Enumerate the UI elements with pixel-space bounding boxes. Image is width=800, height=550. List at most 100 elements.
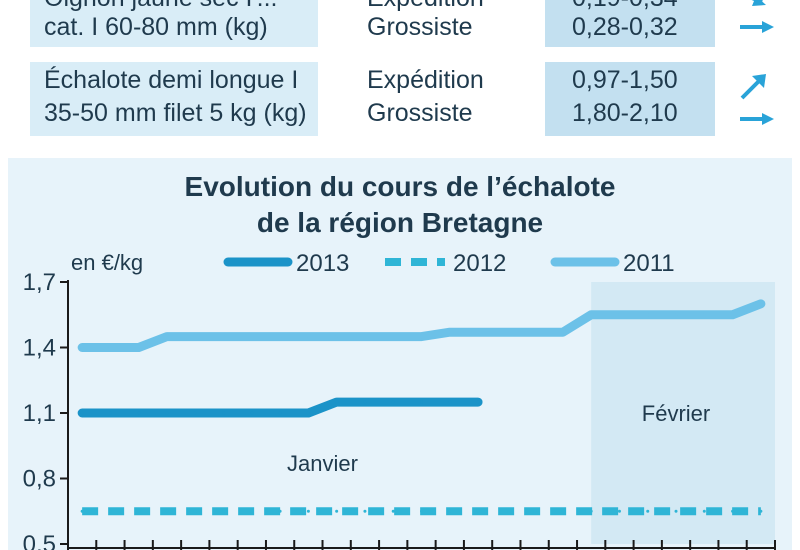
series-point-2012 (589, 509, 593, 513)
y-axis-label: en €/kg (71, 250, 143, 275)
period-label: Janvier (287, 451, 358, 476)
series-point-2011 (533, 330, 537, 334)
product-label: 35-50 mm filet 5 kg (kg) (44, 99, 307, 127)
stage-label: Expédition (367, 0, 484, 15)
price-value: 1,80-2,10 (572, 99, 678, 127)
series-point-2011 (165, 335, 169, 339)
series-point-2013 (335, 400, 339, 404)
series-point-2012 (250, 509, 254, 513)
series-point-2013 (222, 411, 226, 415)
price-cell-bg (545, 62, 715, 136)
series-point-2013 (420, 400, 423, 404)
price-value: 0,28-0,32 (572, 13, 678, 41)
series-line-2013 (77, 397, 483, 418)
series-point-2011 (108, 346, 112, 349)
series-point-2011 (561, 330, 565, 334)
product-cell-bg (30, 0, 318, 47)
series-point-2012 (420, 509, 423, 513)
legend-label-2011: 2011 (623, 250, 675, 277)
y-tick-label: 1,7 (23, 269, 56, 296)
chart-title-line-1: Evolution du cours de l’échalote (184, 171, 616, 202)
series-point-2011 (674, 313, 678, 317)
series-point-2011 (504, 330, 508, 334)
series-point-2012 (674, 509, 678, 513)
series-point-2012 (759, 509, 763, 513)
series-point-2013 (448, 400, 452, 404)
price-cell-bg (545, 0, 715, 47)
series-point-2013 (137, 411, 141, 415)
series-point-2013 (165, 411, 169, 415)
series-point-2011 (306, 335, 310, 339)
series-point-2012 (306, 509, 310, 513)
series-point-2011 (589, 313, 593, 317)
stage-label: Grossiste (367, 99, 473, 127)
chart-title-line-2: de la région Bretagne (256, 207, 544, 238)
series-point-2013 (476, 400, 480, 404)
series-point-2012 (731, 509, 735, 513)
series-point-2013 (391, 400, 395, 404)
series-point-2011 (731, 313, 735, 317)
series-point-2011 (420, 335, 423, 339)
series-point-2013 (193, 411, 197, 415)
series-point-2012 (193, 509, 197, 513)
series-point-2012 (391, 509, 395, 513)
series-point-2013 (306, 411, 310, 415)
series-point-2011 (80, 346, 84, 349)
series-point-2012 (504, 509, 508, 513)
product-cell-bg (30, 62, 318, 136)
y-tick-label: 0,8 (23, 466, 56, 493)
series-point-2013 (250, 411, 254, 415)
arrow-right-icon (740, 113, 774, 125)
series-point-2011 (193, 335, 197, 339)
series-point-2012 (617, 509, 621, 513)
stage-label: Expédition (367, 66, 484, 94)
series-point-2013 (363, 400, 367, 404)
price-value: 0,19-0,34 (572, 0, 678, 15)
series-point-2011 (759, 302, 763, 306)
series-point-2012 (80, 509, 84, 513)
series-point-2011 (646, 313, 650, 317)
series-point-2012 (448, 509, 452, 513)
arrow-down-icon (751, 0, 766, 6)
series-point-2012 (561, 509, 565, 513)
series-point-2011 (448, 330, 452, 334)
series-point-2012 (278, 509, 282, 513)
period-label: Février (642, 401, 710, 426)
y-tick-label: 0,5 (23, 531, 56, 550)
product-label: Échalote demi longue I (44, 66, 299, 94)
series-point-2011 (391, 335, 395, 339)
series-point-2011 (476, 330, 480, 334)
series-point-2012 (702, 509, 706, 513)
product-label: Oignon jaune sec I ... (44, 0, 277, 15)
series-point-2012 (137, 509, 141, 513)
series-point-2011 (702, 313, 706, 317)
legend-label-2013: 2013 (296, 250, 349, 277)
series-point-2011 (137, 346, 141, 349)
price-table: Oignon jaune sec I ... cat. I 60-80 mm (… (0, 0, 800, 150)
stage-label: Grossiste (367, 13, 473, 41)
series-point-2012 (363, 509, 367, 513)
series-point-2011 (363, 335, 367, 339)
series-point-2012 (646, 509, 650, 513)
arrow-up-icon (740, 74, 766, 100)
product-label: cat. I 60-80 mm (kg) (44, 13, 268, 41)
series-point-2012 (533, 509, 537, 513)
series-point-2012 (476, 509, 480, 513)
series-point-2012 (222, 509, 226, 513)
series-point-2011 (278, 335, 282, 339)
series-point-2011 (617, 313, 621, 317)
y-tick-label: 1,1 (23, 400, 56, 427)
series-point-2011 (335, 335, 339, 339)
series-point-2011 (222, 335, 226, 339)
price-value: 0,97-1,50 (572, 66, 678, 94)
fevrier-band (591, 282, 775, 544)
legend-label-2012: 2012 (453, 250, 506, 277)
y-tick-label: 1,4 (23, 335, 56, 362)
arrow-right-icon (740, 21, 774, 33)
series-point-2012 (335, 509, 339, 513)
series-point-2013 (108, 411, 112, 415)
series-point-2012 (165, 509, 169, 513)
series-point-2012 (108, 509, 112, 513)
series-point-2013 (278, 411, 282, 415)
